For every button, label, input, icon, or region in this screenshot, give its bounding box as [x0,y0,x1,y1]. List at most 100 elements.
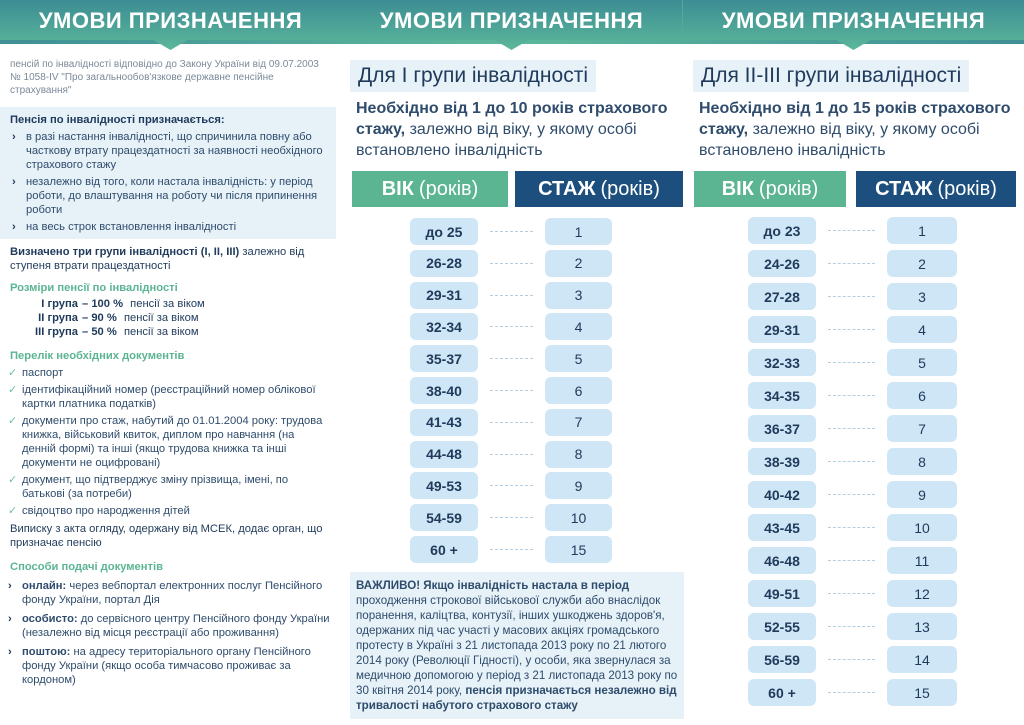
arrow-icon [828,494,875,495]
required-years: 9 [545,472,612,500]
age-range: 44-48 [410,440,478,468]
chevron-right-icon: › [8,613,12,625]
way-label: особисто: [22,613,78,625]
group-label: I група [41,298,78,310]
required-years: 15 [887,679,957,706]
arrow-icon [490,517,533,519]
arrow-icon [490,453,533,455]
age-range: 60 + [410,536,478,563]
arrow-icon [828,428,875,429]
arrow-icon [490,294,533,296]
important-note: ВАЖЛИВО! Якщо інвалідність настала в пер… [350,572,684,719]
size-rest: пенсії за віком [127,298,205,310]
requirement-rest: залежно від віку, у якому особі встановл… [699,121,980,159]
law-reference: пенсій по інвалідності відповідно до Зак… [10,59,319,96]
age-range: 29-31 [748,316,816,343]
arrow-icon [828,461,875,462]
warning-bold-end: пенсія призначається незалежно від трива… [356,684,677,712]
assigned-item: › на весь строк встановлення інвалідності [10,220,326,234]
document-item: ✓ паспорт [6,366,331,380]
check-icon: ✓ [8,474,18,486]
required-years: 2 [887,250,957,277]
item-text: ідентифікаційний номер (реєстраційний но… [22,384,316,410]
percent: – 50 % [82,326,117,338]
arrow-icon [490,485,533,487]
warning-bold: ВАЖЛИВО! Якщо інвалідність настала в пер… [356,579,630,592]
age-range: 27-28 [748,283,816,310]
groups-rest: залежно від ступеня втрати працездатност… [10,246,305,272]
arrow-icon [490,421,533,423]
way-label: поштою: [22,646,71,658]
assigned-panel: Пенсія по інвалідності призначається: › в… [0,107,336,239]
age-range: 24-26 [748,250,816,277]
arrow-icon [490,262,533,264]
age-range: 38-40 [410,377,478,404]
age-range: 32-33 [748,349,816,376]
arrow-icon [828,230,875,231]
required-years: 1 [887,217,957,244]
document-item: ✓ ідентифікаційний номер (реєстраційний н… [6,383,331,411]
age-range: до 23 [748,217,816,244]
item-text: незалежно від того, коли настала інвалід… [26,176,318,216]
check-icon: ✓ [8,505,18,517]
age-range: 43-45 [748,514,816,541]
arrow-icon [828,593,875,594]
requirement-bold: Необхідно від 1 до 15 років страхового с… [699,100,1011,138]
age-range: 60 + [748,679,816,706]
percent: – 100 % [82,298,124,310]
required-years: 1 [545,218,612,245]
age-range: 35-37 [410,345,478,373]
required-years: 4 [545,313,612,341]
age-range: 41-43 [410,408,478,436]
age-header: ВІК (років) [694,171,846,207]
required-years: 3 [887,283,957,310]
column-title: УМОВИ ПРИЗНАЧЕННЯ [0,0,341,50]
document-item: ✓ свідоцтво про народження дітей [6,504,331,518]
required-years: 13 [887,613,957,640]
age-range: 52-55 [748,613,816,640]
required-years: 10 [887,514,957,541]
size-rest: пенсії за віком [120,326,199,338]
age-range: 36-37 [748,415,816,442]
way-label: онлайн: [22,580,67,592]
group23-title: Для II-III групи інвалідності [693,60,970,92]
column-title: УМОВИ ПРИЗНАЧЕННЯ [683,0,1024,50]
way-text: до сервісного центру Пенсійного фонду Ук… [22,613,330,639]
required-years: 6 [887,382,957,409]
percent: – 90 % [82,312,117,324]
arrow-icon [828,296,875,297]
document-item: ✓ документи про стаж, набутий до 01.01.20… [6,414,331,470]
group1-column: Для I групи інвалідності Необхідно від 1… [350,52,688,161]
required-years: 7 [545,408,612,436]
arrow-icon [828,329,875,330]
age-range: 40-42 [748,481,816,508]
pension-size-row: III група – 50 % пенсії за віком [0,325,341,339]
required-years: 3 [545,281,612,309]
age-range: 49-53 [410,472,478,500]
age-range: 29-31 [410,281,478,309]
required-years: 14 [887,646,957,673]
docs-title: Перелік необхідних документів [10,350,185,362]
group-label: II група [38,312,78,324]
required-years: 4 [887,316,957,343]
arrow-icon [828,692,875,693]
item-text: документ, що підтверджує зміну прізвища,… [22,474,289,500]
age-range: 49-51 [748,580,816,607]
chevron-right-icon: › [8,580,12,592]
required-years: 7 [887,415,957,442]
age-range: 34-35 [748,382,816,409]
age-range: 38-39 [748,448,816,475]
ways-title: Способи подачі документів [10,561,164,573]
arrow-icon [828,626,875,627]
submission-way: › поштою: на адресу територіального орган… [6,645,331,687]
required-years: 6 [545,377,612,404]
required-years: 5 [545,345,612,373]
submission-way: › особисто: до сервісного центру Пенсійно… [6,612,331,640]
requirement-bold: Необхідно від 1 до 10 років страхового с… [356,100,668,138]
check-icon: ✓ [8,384,18,396]
required-years: 8 [545,440,612,468]
arrow-icon [490,549,533,550]
item-text: документи про стаж, набутий до 01.01.200… [22,415,323,469]
required-years: 5 [887,349,957,376]
groups-note: Визначено три групи інвалідності (I, II,… [0,245,341,273]
